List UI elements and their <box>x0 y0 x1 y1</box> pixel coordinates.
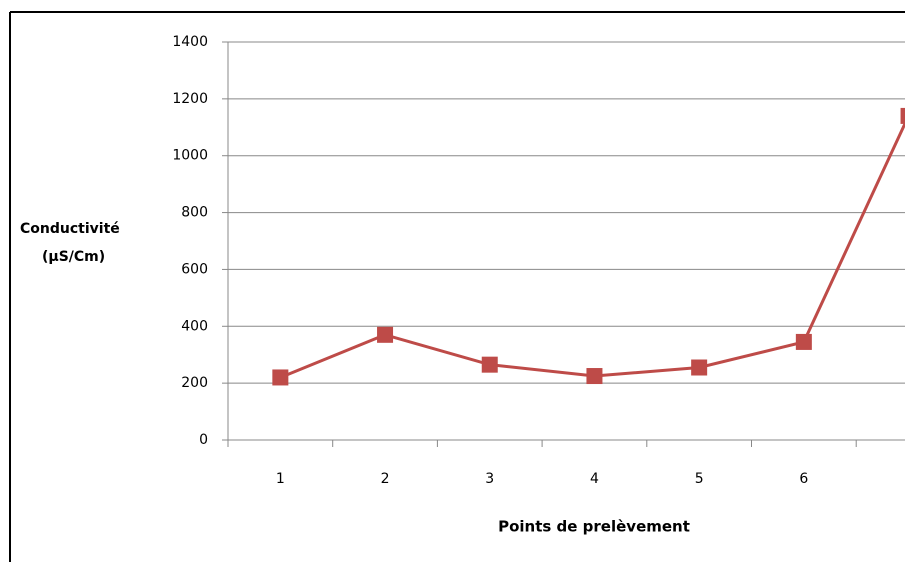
data-point <box>586 368 603 385</box>
x-tick-label: 5 <box>695 471 704 487</box>
data-point <box>272 369 289 386</box>
data-point <box>377 326 394 343</box>
data-point <box>900 107 905 124</box>
y-tick-label: 200 <box>181 375 208 391</box>
y-axis-label: Conductivité <box>20 221 120 237</box>
data-point <box>691 359 708 376</box>
x-tick-label: 6 <box>799 471 808 487</box>
y-tick-label: 1200 <box>172 91 208 107</box>
y-tick-label: 400 <box>181 318 208 334</box>
x-tick-label: 2 <box>381 471 390 487</box>
y-tick-label: 800 <box>181 205 208 221</box>
x-tick-label: 3 <box>485 471 494 487</box>
x-axis-label: Points de prelèvement <box>498 518 690 536</box>
y-tick-label: 600 <box>181 261 208 277</box>
y-axis-label: (µS/Cm) <box>42 249 105 265</box>
x-tick-label: 1 <box>276 471 285 487</box>
y-tick-label: 0 <box>199 432 208 448</box>
y-tick-label: 1000 <box>172 148 208 164</box>
data-point <box>795 333 812 350</box>
data-point <box>481 356 498 373</box>
x-tick-label: 4 <box>590 471 599 487</box>
y-tick-label: 1400 <box>172 34 208 50</box>
